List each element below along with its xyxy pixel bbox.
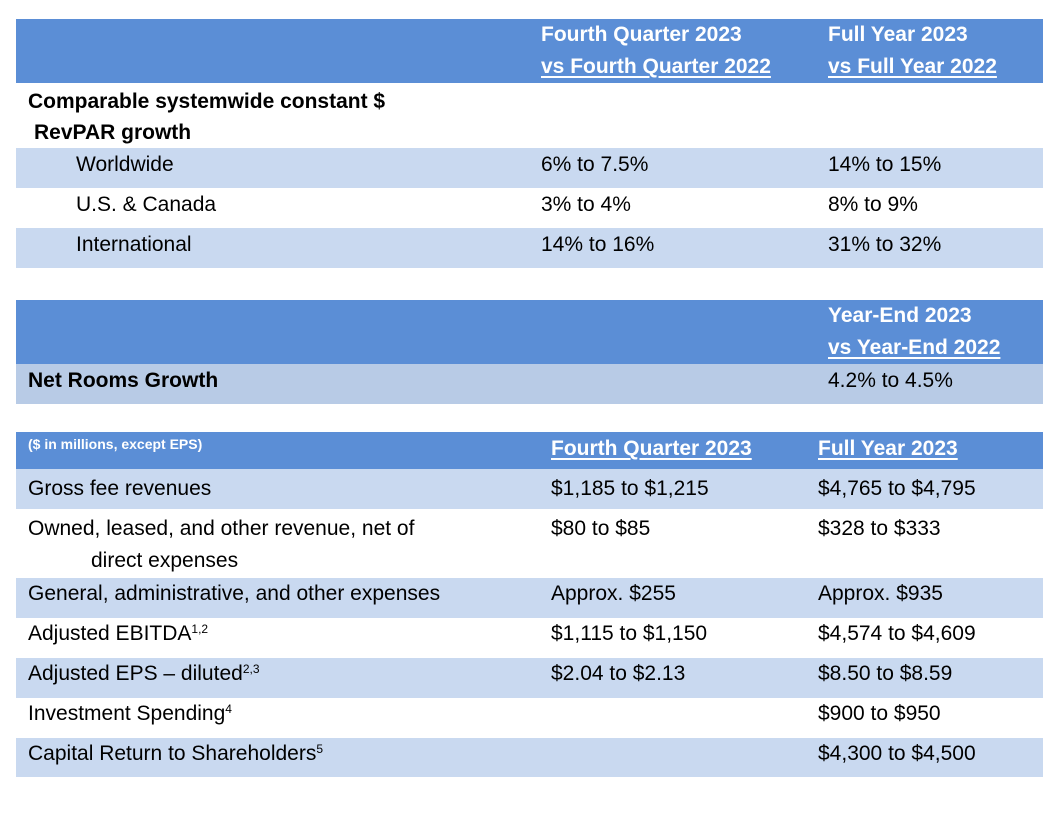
net-rooms-header: Year-End 2023 vs Year-End 2022 <box>16 300 1043 364</box>
header-fy: Full Year 2023 <box>818 437 958 460</box>
row-label: Capital Return to Shareholders <box>28 742 317 765</box>
footnote-marker: 4 <box>225 702 232 716</box>
row-fy: $328 to $333 <box>818 517 941 540</box>
row-label: U.S. & Canada <box>76 193 217 216</box>
footnote-marker: 5 <box>316 742 324 756</box>
row-fy: $4,300 to $4,500 <box>818 742 976 765</box>
table-row: Adjusted EPS – diluted2,3 $2.04 to $2.13… <box>16 658 1043 698</box>
table-row: Worldwide 6% to 7.5% 14% to 15% <box>16 148 1043 188</box>
row-q4: Approx. $255 <box>551 582 676 605</box>
net-rooms-row: Net Rooms Growth 4.2% to 4.5% <box>16 364 1043 404</box>
table-row: Investment Spending4 $900 to $950 <box>16 698 1043 738</box>
net-rooms-header-line1: Year-End 2023 <box>828 304 972 327</box>
outlook-header: ($ in millions, except EPS) Fourth Quart… <box>16 432 1043 469</box>
row-fy: 31% to 32% <box>828 233 942 256</box>
row-label: Gross fee revenues <box>28 477 212 500</box>
net-rooms-value: 4.2% to 4.5% <box>828 369 953 392</box>
revpar-title-line1: Comparable systemwide constant $ <box>28 90 386 113</box>
table-row: Owned, leased, and other revenue, net of… <box>16 509 1043 578</box>
row-q4: 3% to 4% <box>541 193 631 216</box>
row-label: Owned, leased, and other revenue, net of <box>28 517 415 540</box>
row-label-continued: direct expenses <box>91 549 239 572</box>
row-q4: $2.04 to $2.13 <box>551 662 686 685</box>
row-fy: $4,765 to $4,795 <box>818 477 976 500</box>
revpar-title-row: Comparable systemwide constant $ RevPAR … <box>16 83 1043 148</box>
row-label: International <box>76 233 192 256</box>
row-q4: $1,115 to $1,150 <box>551 622 708 645</box>
table-row: Gross fee revenues $1,185 to $1,215 $4,7… <box>16 469 1043 509</box>
row-fy: $900 to $950 <box>818 702 941 725</box>
row-q4: 14% to 16% <box>541 233 655 256</box>
revpar-title-line2: RevPAR growth <box>34 121 192 144</box>
row-label: General, administrative, and other expen… <box>28 582 441 605</box>
row-label-wrap: Adjusted EPS – diluted2,3 <box>28 662 260 686</box>
net-rooms-header-line2: vs Year-End 2022 <box>828 336 1001 359</box>
row-fy: Approx. $935 <box>818 582 943 605</box>
table-row: International 14% to 16% 31% to 32% <box>16 228 1043 268</box>
table-row: Capital Return to Shareholders5 $4,300 t… <box>16 738 1043 777</box>
revpar-header: Fourth Quarter 2023 vs Fourth Quarter 20… <box>16 19 1043 83</box>
row-label-wrap: Capital Return to Shareholders5 <box>28 742 323 766</box>
row-label: Worldwide <box>76 153 174 176</box>
footnote-marker: 1,2 <box>191 622 209 636</box>
footnote-marker: 2,3 <box>242 662 260 676</box>
row-q4: $80 to $85 <box>551 517 651 540</box>
row-q4: 6% to 7.5% <box>541 153 649 176</box>
net-rooms-label: Net Rooms Growth <box>28 369 219 392</box>
header-fy-line2: vs Full Year 2022 <box>828 55 997 78</box>
row-label: Adjusted EBITDA <box>28 622 192 645</box>
row-fy: 8% to 9% <box>828 193 918 216</box>
units-note: ($ in millions, except EPS) <box>28 436 203 452</box>
row-fy: $4,574 to $4,609 <box>818 622 976 645</box>
row-label-wrap: Investment Spending4 <box>28 702 232 726</box>
row-label: Adjusted EPS – diluted <box>28 662 243 685</box>
header-fy-line1: Full Year 2023 <box>828 23 968 46</box>
header-q4-line1: Fourth Quarter 2023 <box>541 23 742 46</box>
row-q4: $1,185 to $1,215 <box>551 477 709 500</box>
table-row: Adjusted EBITDA1,2 $1,115 to $1,150 $4,5… <box>16 618 1043 658</box>
row-fy: $8.50 to $8.59 <box>818 662 953 685</box>
row-label-wrap: Adjusted EBITDA1,2 <box>28 622 208 646</box>
table-row: U.S. & Canada 3% to 4% 8% to 9% <box>16 188 1043 228</box>
row-fy: 14% to 15% <box>828 153 942 176</box>
row-label: Investment Spending <box>28 702 226 725</box>
header-q4-line2: vs Fourth Quarter 2022 <box>541 55 771 78</box>
header-q4: Fourth Quarter 2023 <box>551 437 752 460</box>
table-row: General, administrative, and other expen… <box>16 578 1043 618</box>
